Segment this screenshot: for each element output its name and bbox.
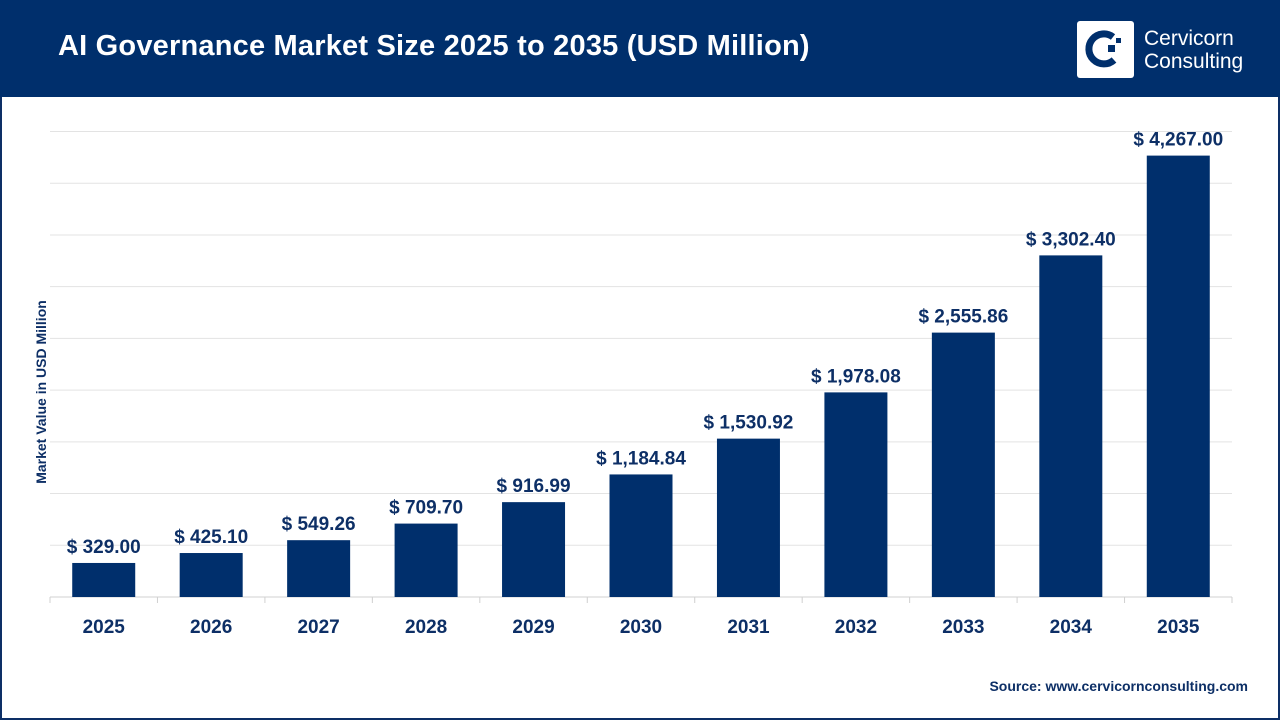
x-tick-label: 2028 <box>405 617 447 638</box>
x-tick-label: 2033 <box>942 617 984 638</box>
x-tick-label: 2032 <box>835 617 877 638</box>
brand-name-line1: Cervicorn <box>1144 26 1234 50</box>
logo-icon <box>1077 21 1134 78</box>
x-tick-label: 2034 <box>1050 617 1093 638</box>
bar <box>609 474 673 597</box>
data-label: $ 709.70 <box>389 498 463 519</box>
x-tick-label: 2027 <box>297 617 339 638</box>
bar <box>931 332 995 597</box>
data-label: $ 1,530.92 <box>704 413 794 434</box>
x-tick-label: 2031 <box>727 617 770 638</box>
x-tick-label: 2030 <box>620 617 662 638</box>
header-bar: AI Governance Market Size 2025 to 2035 (… <box>0 0 1280 97</box>
data-label: $ 549.26 <box>282 514 356 535</box>
x-tick-label: 2029 <box>512 617 554 638</box>
page-title: AI Governance Market Size 2025 to 2035 (… <box>58 30 810 62</box>
bar <box>72 562 136 597</box>
bar <box>394 523 458 597</box>
x-tick-label: 2026 <box>190 617 232 638</box>
bar <box>824 392 888 597</box>
data-label: $ 329.00 <box>67 537 141 558</box>
data-label: $ 1,184.84 <box>596 448 686 469</box>
bar <box>287 540 351 597</box>
x-tick-label: 2025 <box>83 617 126 638</box>
bar <box>502 502 566 597</box>
x-tick-label: 2035 <box>1157 617 1200 638</box>
data-label: $ 4,267.00 <box>1133 130 1223 151</box>
bar <box>179 553 243 597</box>
bar <box>716 438 780 597</box>
data-label: $ 3,302.40 <box>1026 229 1116 250</box>
brand-logo: Cervicorn Consulting <box>1077 21 1243 78</box>
data-label: $ 916.99 <box>497 476 571 497</box>
data-label: $ 2,555.86 <box>918 307 1008 328</box>
data-label: $ 425.10 <box>174 527 248 548</box>
bar <box>1039 255 1103 597</box>
data-label: $ 1,978.08 <box>811 366 901 387</box>
bar <box>1146 155 1210 598</box>
source-text: Source: www.cervicornconsulting.com <box>989 678 1248 694</box>
brand-name-line2: Consulting <box>1144 49 1244 73</box>
